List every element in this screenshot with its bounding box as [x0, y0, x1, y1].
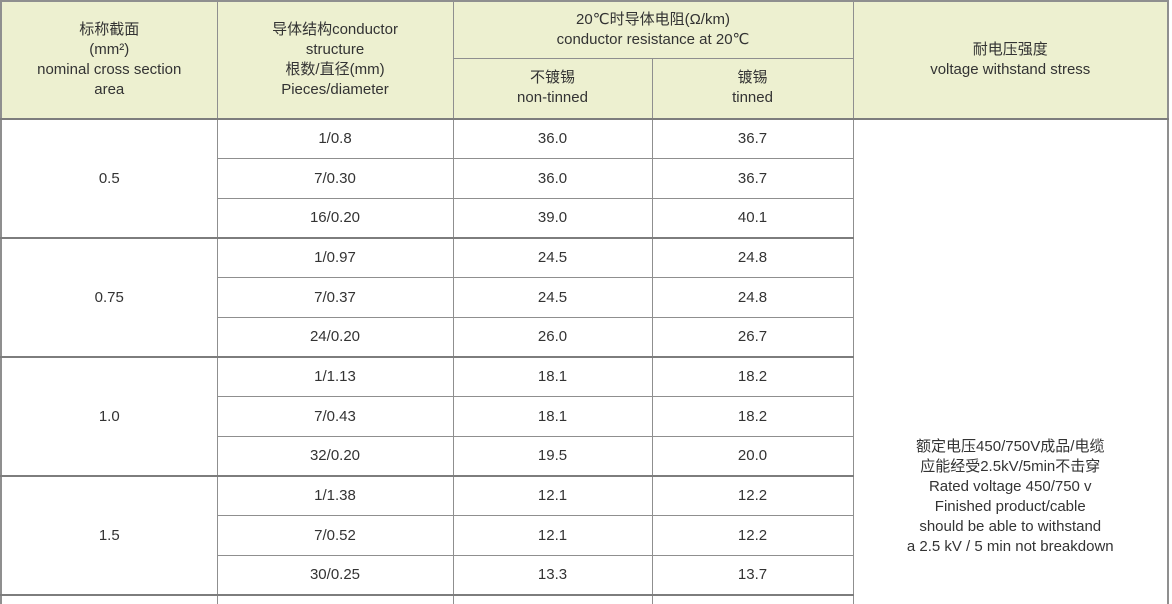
table-header: 标称截面 (mm²) nominal cross section area 导体…	[0, 0, 1169, 120]
table-row: 24/0.20 26.0 26.7	[1, 316, 1168, 358]
non-tinned-cell: 12.1	[452, 515, 653, 557]
tinned-cell	[651, 594, 854, 604]
header-conductor-structure: 导体结构conductor structure 根数/直径(mm) Pieces…	[216, 0, 454, 120]
structure-cell: 7/0.30	[216, 158, 454, 199]
non-tinned-cell: 26.0	[452, 316, 653, 358]
structure-cell: 7/0.43	[216, 396, 454, 437]
tinned-cell: 18.2	[651, 356, 854, 398]
non-tinned-cell: 36.0	[452, 118, 653, 160]
non-tinned-cell: 39.0	[452, 197, 653, 239]
structure-cell: 24/0.20	[216, 316, 454, 358]
tinned-cell: 36.7	[651, 158, 854, 199]
tinned-cell: 24.8	[651, 237, 854, 279]
tinned-cell: 26.7	[651, 316, 854, 358]
non-tinned-cell: 13.3	[452, 555, 653, 596]
header-tinned: 镀锡 tinned	[651, 57, 854, 120]
non-tinned-cell	[452, 594, 653, 604]
header-non-tinned: 不镀锡 non-tinned	[452, 57, 653, 120]
table-body: 0.5 1/0.8 36.0 36.7 额定电压450/750V成品/电缆 应能…	[0, 117, 1169, 604]
table-row: 1.5 1/1.38 12.1 12.2	[0, 475, 1168, 596]
cross-section-cell	[0, 594, 218, 604]
structure-cell: 16/0.20	[216, 197, 454, 239]
non-tinned-cell: 18.1	[452, 396, 653, 437]
voltage-note: 额定电压450/750V成品/电缆 应能经受2.5kV/5min不击穿 Rate…	[906, 438, 1114, 555]
table-row: 7/0.37 24.5 24.8	[1, 277, 1168, 318]
tinned-cell: 20.0	[651, 436, 854, 477]
table-row: 32/0.20 19.5 20.0	[1, 436, 1168, 477]
tinned-cell: 36.7	[651, 118, 854, 160]
header-voltage-withstand: 耐电压强度 voltage withstand stress	[852, 0, 1169, 120]
cross-section-cell: 0.5	[0, 117, 218, 239]
structure-cell: 1/0.8	[216, 118, 454, 160]
table-row: 7/0.52 12.1 12.2	[1, 515, 1168, 557]
structure-cell: 7/0.37	[216, 277, 454, 318]
header-cross-section: 标称截面 (mm²) nominal cross section area	[0, 0, 218, 120]
structure-cell: 7/0.52	[216, 515, 454, 557]
structure-cell: 1/0.97	[216, 237, 454, 279]
table-row: 7/0.43 18.1 18.2	[1, 396, 1168, 437]
tinned-cell: 18.2	[651, 396, 854, 437]
table-row: 16/0.20 39.0 40.1	[1, 197, 1168, 239]
non-tinned-cell: 19.5	[452, 436, 653, 477]
tinned-cell: 13.7	[651, 555, 854, 596]
cross-section-cell: 0.75	[0, 237, 218, 358]
table-row: 0.5 1/0.8 36.0 36.7 额定电压450/750V成品/电缆 应能…	[0, 117, 1169, 604]
structure-cell: 1/1.13	[216, 356, 454, 398]
tinned-cell: 12.2	[651, 515, 854, 557]
non-tinned-cell: 12.1	[452, 475, 653, 517]
structure-cell: 1/1.38	[216, 475, 454, 517]
tinned-cell: 24.8	[651, 277, 854, 318]
non-tinned-cell: 18.1	[452, 356, 653, 398]
header-resistance: 20℃时导体电阻(Ω/km) conductor resistance at 2…	[452, 0, 854, 59]
structure-cell: 32/0.20	[216, 436, 454, 477]
table-row: 1.0 1/1.13 18.1 18.2	[0, 356, 1168, 477]
non-tinned-cell: 24.5	[452, 237, 653, 279]
non-tinned-cell: 36.0	[452, 158, 653, 199]
table-row: 0.75 1/0.97 24.5 24.8	[0, 237, 1168, 358]
cross-section-cell: 1.5	[0, 475, 218, 596]
tinned-cell: 12.2	[651, 475, 854, 517]
structure-cell	[216, 594, 454, 604]
voltage-withstand-cell: 额定电压450/750V成品/电缆 应能经受2.5kV/5min不击穿 Rate…	[852, 117, 1169, 604]
structure-cell: 30/0.25	[216, 555, 454, 596]
cross-section-cell: 1.0	[0, 356, 218, 477]
non-tinned-cell: 24.5	[452, 277, 653, 318]
tinned-cell: 40.1	[651, 197, 854, 239]
